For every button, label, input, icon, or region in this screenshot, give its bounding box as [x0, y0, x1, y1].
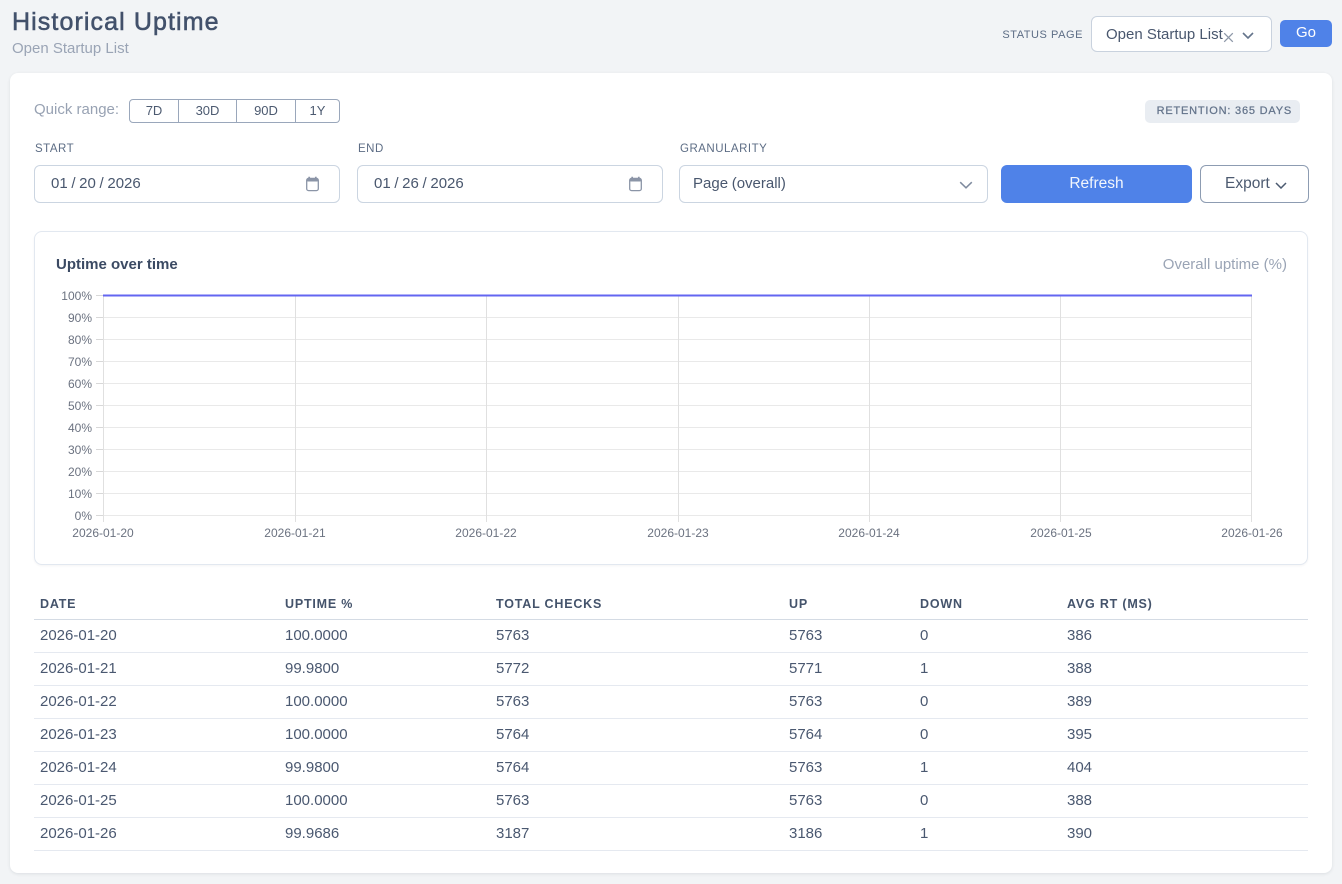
svg-text:30%: 30%: [68, 443, 92, 457]
svg-text:0%: 0%: [75, 509, 93, 523]
svg-text:2026-01-26: 2026-01-26: [1221, 526, 1283, 540]
svg-text:20%: 20%: [68, 465, 92, 479]
svg-text:70%: 70%: [68, 355, 92, 369]
svg-text:60%: 60%: [68, 377, 92, 391]
svg-text:2026-01-23: 2026-01-23: [647, 526, 709, 540]
svg-text:80%: 80%: [68, 333, 92, 347]
svg-text:2026-01-20: 2026-01-20: [72, 526, 134, 540]
svg-text:2026-01-22: 2026-01-22: [455, 526, 517, 540]
svg-text:2026-01-24: 2026-01-24: [838, 526, 900, 540]
svg-text:100%: 100%: [61, 289, 92, 303]
svg-text:2026-01-25: 2026-01-25: [1030, 526, 1092, 540]
svg-text:50%: 50%: [68, 399, 92, 413]
svg-text:90%: 90%: [68, 311, 92, 325]
svg-text:10%: 10%: [68, 487, 92, 501]
svg-text:2026-01-21: 2026-01-21: [264, 526, 326, 540]
svg-text:40%: 40%: [68, 421, 92, 435]
